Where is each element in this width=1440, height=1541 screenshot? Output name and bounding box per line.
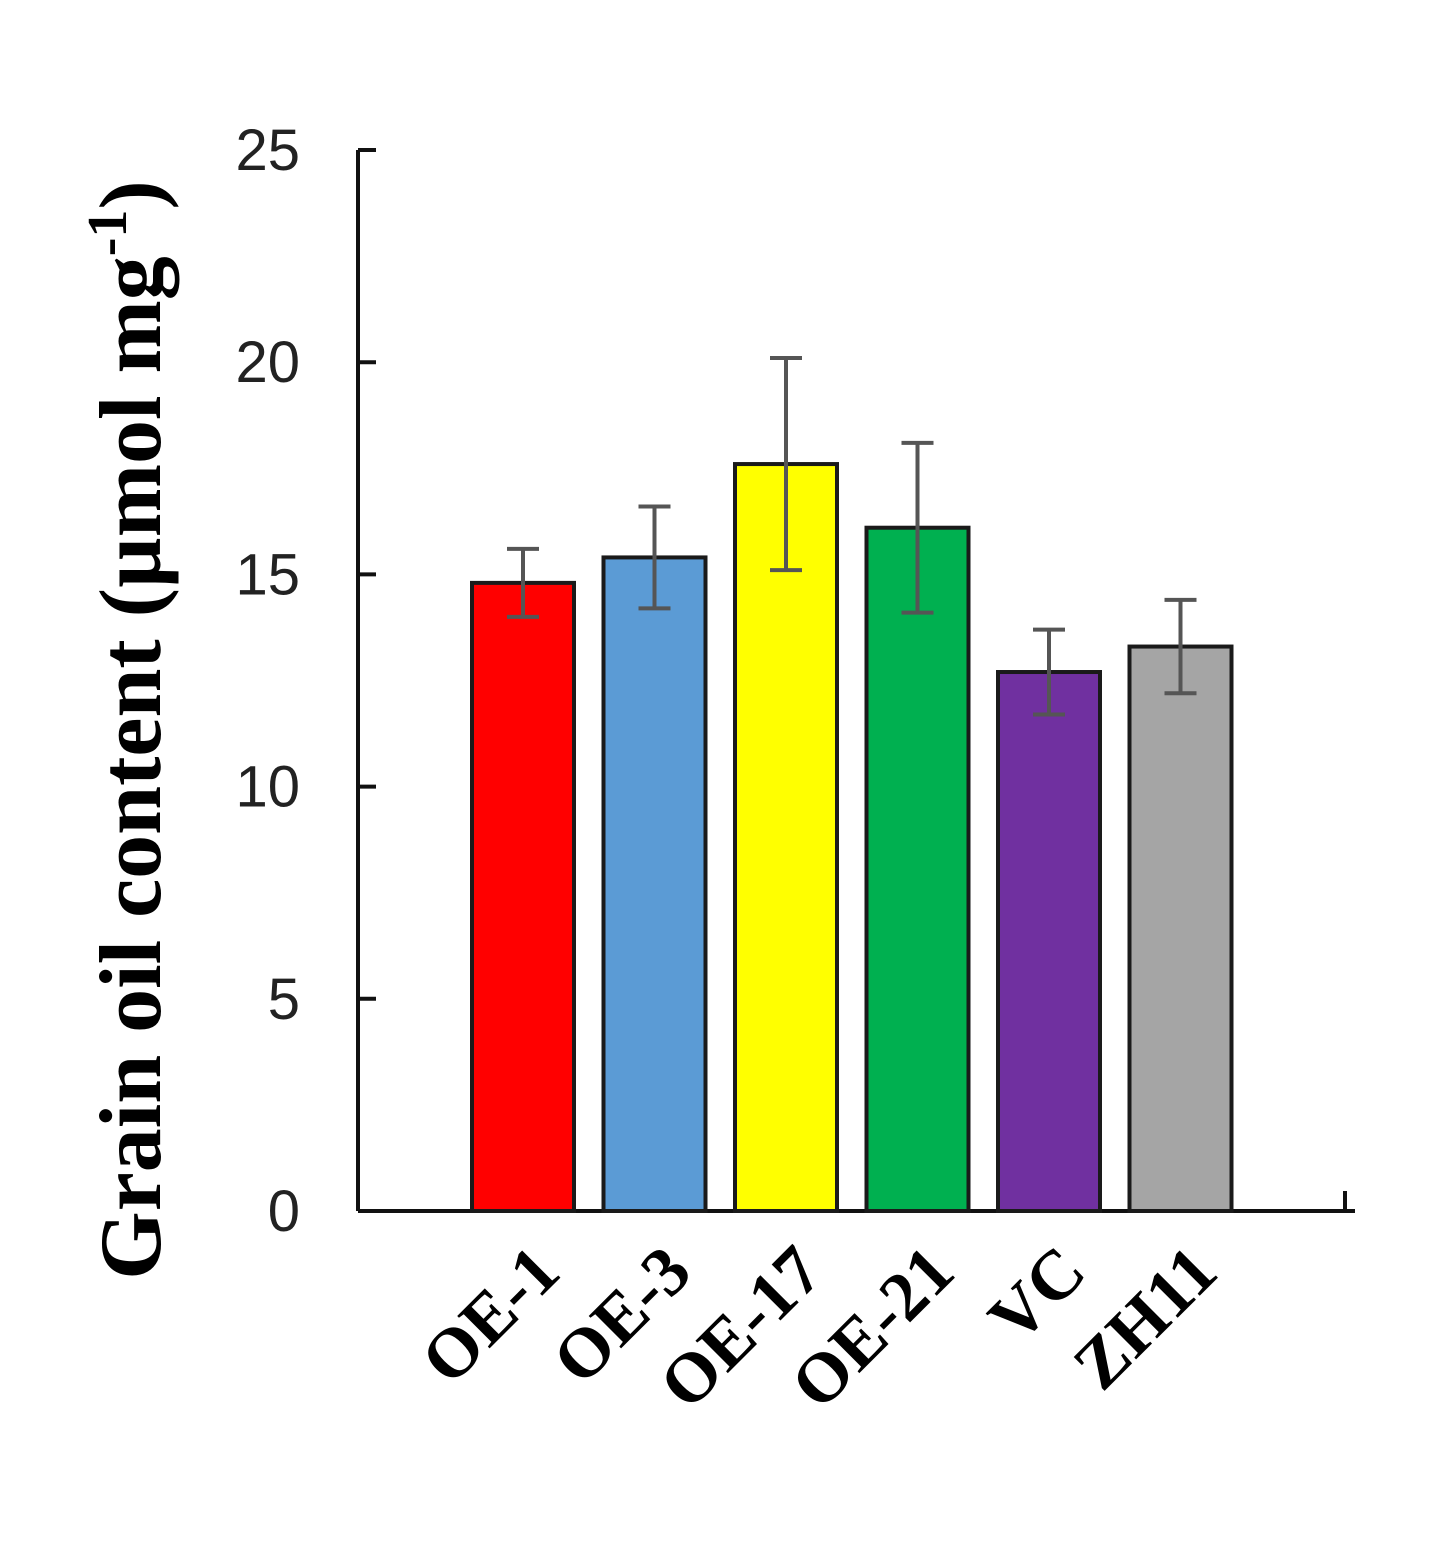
- bar-oe-17: [733, 462, 839, 1213]
- y-tick-label: 15: [235, 542, 300, 607]
- y-axis-label-main: Grain oil content (µmol mg: [83, 256, 180, 1279]
- bar-zh11: [1127, 644, 1234, 1213]
- y-tick-label: 25: [235, 118, 300, 183]
- bar-oe-3: [601, 555, 708, 1213]
- svg-text:Grain oil content (µmol mg-1): Grain oil content (µmol mg-1): [77, 180, 180, 1279]
- bars: [470, 462, 1234, 1213]
- y-axis-label-superscript: -1: [77, 210, 139, 257]
- y-tick-label: 10: [235, 755, 300, 820]
- bar-oe-21: [864, 525, 971, 1213]
- y-ticks: 0 5 10 15 20 25: [235, 118, 376, 1244]
- y-axis-label-close: ): [83, 180, 180, 209]
- x-tick-label-oe-1: OE-1: [407, 1232, 574, 1399]
- bar-oe-1: [470, 580, 576, 1213]
- bar-vc: [996, 670, 1102, 1213]
- x-tick-label-zh11: ZH11: [1059, 1232, 1232, 1405]
- y-tick-label: 5: [268, 967, 300, 1032]
- y-tick-label: 20: [235, 330, 300, 395]
- y-tick-label: 0: [268, 1179, 300, 1244]
- error-bars: [507, 355, 1197, 717]
- y-axis-label: Grain oil content (µmol mg-1): [77, 180, 180, 1279]
